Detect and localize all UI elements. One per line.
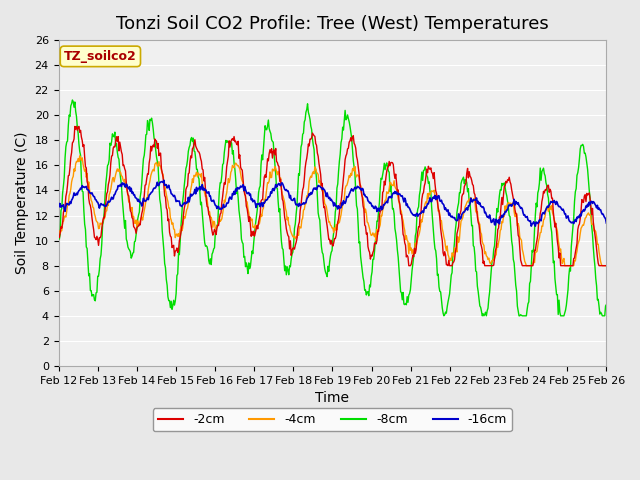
Y-axis label: Soil Temperature (C): Soil Temperature (C) <box>15 132 29 274</box>
Legend: -2cm, -4cm, -8cm, -16cm: -2cm, -4cm, -8cm, -16cm <box>153 408 512 432</box>
Title: Tonzi Soil CO2 Profile: Tree (West) Temperatures: Tonzi Soil CO2 Profile: Tree (West) Temp… <box>116 15 549 33</box>
X-axis label: Time: Time <box>316 391 349 405</box>
Text: TZ_soilco2: TZ_soilco2 <box>64 50 137 63</box>
